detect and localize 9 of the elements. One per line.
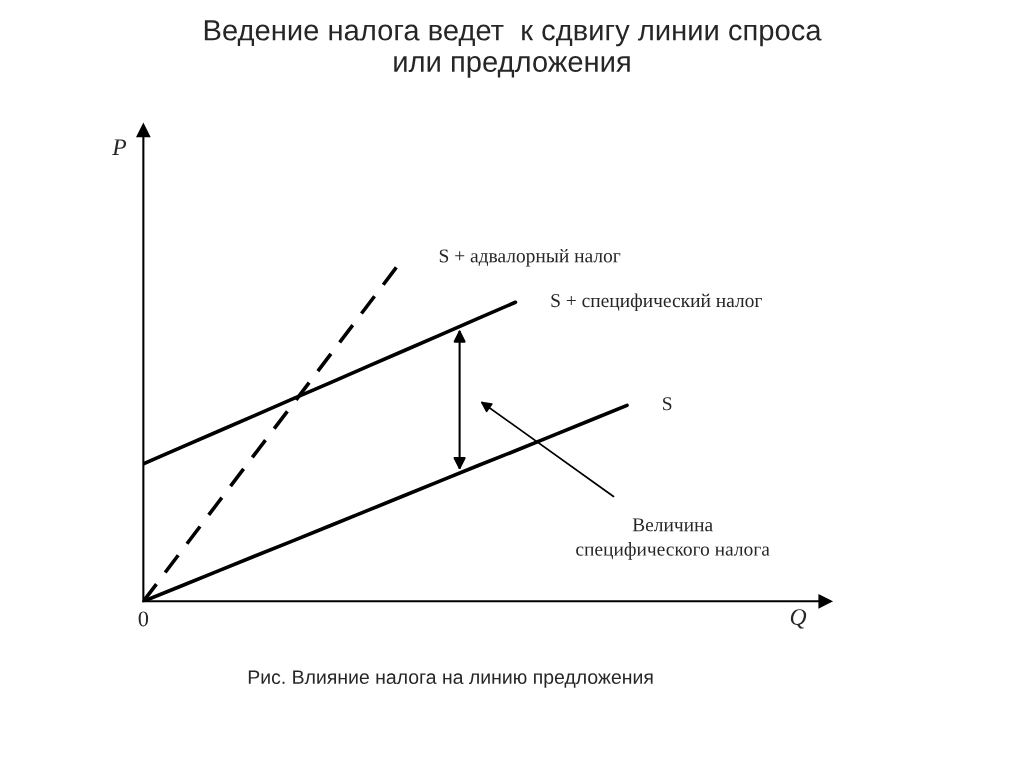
series-label: S + специфический налог — [551, 293, 762, 312]
y-axis-title: P — [112, 139, 127, 155]
chart-title: Ведение налога ведет к сдвигу линии спроса или предложения — [204, 20, 822, 78]
annotation: Величина специфического налога — [576, 518, 770, 560]
text: Q — [790, 609, 807, 629]
series-label: S — [663, 397, 672, 411]
series-label: S + адвалорный налог — [439, 248, 621, 267]
text: 0 — [138, 611, 149, 627]
text: Рис. Влияние налога на линию предложения — [248, 670, 653, 688]
